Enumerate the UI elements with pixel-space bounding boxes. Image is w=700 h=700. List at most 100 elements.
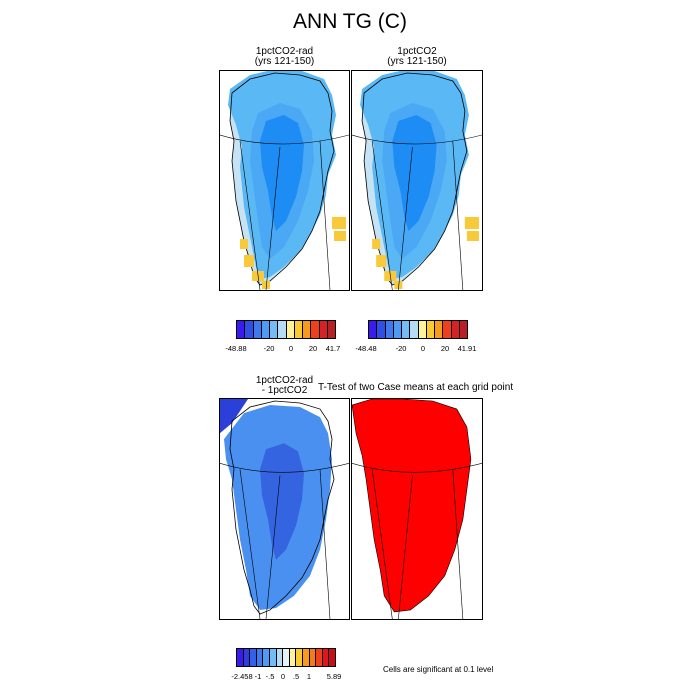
- meridian-line: [319, 140, 331, 290]
- meridian-line: [398, 146, 413, 290]
- colorbar-ctl: [368, 320, 468, 339]
- colorbar-rad-labels: -48.88 -20 0 20 41.7: [225, 344, 340, 354]
- colorbar-ctl-labels: -48.48 -20 0 20 41.91: [355, 344, 476, 354]
- colorbar-tick-label: 1: [306, 672, 312, 681]
- diff-deep-corner: [220, 399, 248, 434]
- warm-cell: [376, 255, 387, 267]
- meridian-line: [452, 469, 464, 619]
- panel-title-diff: 1pctCO2-rad - 1pctCO2: [219, 376, 350, 396]
- colorbar-swatch: [296, 649, 303, 666]
- colorbar-swatch: [443, 321, 452, 338]
- colorbar-swatch: [261, 321, 270, 338]
- colorbar-diff: [236, 648, 336, 667]
- colorbar-swatch: [309, 649, 317, 666]
- warm-cell: [240, 239, 248, 249]
- warm-cell: [244, 255, 254, 267]
- meridian-line: [319, 469, 331, 619]
- panel-title-ctl-line1: 1pctCO2: [397, 46, 437, 57]
- colorbar-swatch: [270, 321, 279, 338]
- panel-title-ctl-line2: (yrs 121-150): [387, 56, 447, 67]
- significance-note: Cells are significant at 0.1 level: [383, 665, 494, 674]
- graticule-diff: [220, 463, 349, 619]
- map-panel-ctl: [351, 70, 483, 291]
- panel-title-rad-line1: 1pctCO2-rad: [255, 46, 314, 57]
- colorbar-swatch: [377, 321, 386, 338]
- colorbar-swatch: [302, 649, 310, 666]
- colorbar-swatch: [250, 649, 257, 666]
- colorbar-swatch: [322, 649, 330, 666]
- colorbar-swatch: [303, 321, 312, 338]
- colorbar-swatch: [435, 321, 444, 338]
- colorbar-swatch: [311, 321, 320, 338]
- meridian-line: [398, 475, 413, 619]
- colorbar-swatch: [256, 649, 264, 666]
- graticule-ctl: [352, 134, 482, 290]
- warm-cell: [334, 231, 346, 241]
- greenland-field-rad: [228, 71, 336, 286]
- colorbar-swatch: [243, 649, 251, 666]
- meridian-line: [239, 140, 261, 290]
- panel-title-rad-line2: (yrs 121-150): [254, 56, 315, 67]
- coastline: [229, 72, 335, 286]
- colorbar-swatch: [269, 649, 277, 666]
- warm-cell: [262, 281, 270, 289]
- colorbar-swatch: [283, 649, 290, 666]
- colorbar-swatch: [237, 321, 246, 338]
- colorbar-tick-label: -2.458: [231, 672, 253, 681]
- map-ttest: [352, 399, 482, 619]
- colorbar-tick-label: -20: [263, 344, 275, 353]
- colorbar-swatch: [418, 321, 427, 338]
- colorbar-tick-label: -1: [254, 672, 262, 681]
- colorbar-tick-label: -48.48: [355, 344, 377, 353]
- meridian-line: [265, 146, 281, 290]
- map-panel-diff: [219, 398, 350, 620]
- colorbar-tick-label: -48.88: [225, 344, 247, 353]
- colorbar-tick-label: 41.7: [325, 344, 341, 353]
- latitude-line: [220, 463, 349, 473]
- coastline: [229, 400, 335, 615]
- colorbar-swatch: [393, 321, 402, 338]
- greenland-field-ctl: [360, 71, 469, 286]
- ttest-title: T-Test of two Case means at each grid po…: [318, 382, 514, 393]
- meridian-line: [452, 140, 464, 290]
- colorbar-tick-label: 0: [420, 344, 426, 353]
- colorbar-swatch: [276, 649, 284, 666]
- colorbar-tick-label: -20: [395, 344, 407, 353]
- colorbar-tick-label: 20: [440, 344, 450, 353]
- colorbar-diff-labels: -2.458 -1 -.5 0 .5 1 5.89: [231, 672, 341, 682]
- colorbar-swatch: [237, 649, 244, 666]
- colorbar-tick-label: .5: [292, 672, 300, 681]
- warm-cell: [394, 281, 403, 289]
- meridian-line: [239, 469, 261, 619]
- warm-cell: [372, 239, 381, 249]
- meridian-line: [371, 140, 393, 290]
- colorbar-tick-label: -.5: [265, 672, 275, 681]
- meridian-line: [265, 475, 281, 619]
- latitude-line: [352, 463, 482, 473]
- colorbar-swatch: [329, 649, 335, 666]
- meridian-line: [371, 469, 393, 619]
- colorbar-swatch: [245, 321, 254, 338]
- latitude-line: [220, 134, 349, 145]
- colorbar-swatch: [319, 321, 328, 338]
- colorbar-swatch: [294, 321, 303, 338]
- significant-region: [352, 399, 472, 613]
- colorbar-swatch: [278, 321, 287, 338]
- colorbar-tick-label: 0: [280, 672, 286, 681]
- colorbar-swatch: [286, 321, 295, 338]
- colorbar-swatch: [263, 649, 270, 666]
- panel-title-diff-line2: - 1pctCO2: [261, 385, 308, 396]
- panel-title-rad: 1pctCO2-rad (yrs 121-150): [219, 47, 350, 67]
- colorbar-swatch: [316, 649, 323, 666]
- panel-title-diff-line1: 1pctCO2-rad: [255, 375, 314, 386]
- coastline: [361, 72, 468, 286]
- colorbar-swatch: [451, 321, 460, 338]
- colorbar-swatch: [289, 649, 297, 666]
- map-ctl: [352, 71, 482, 290]
- graticule-ttest: [352, 463, 482, 619]
- colorbar-swatch: [385, 321, 394, 338]
- panel-title-ctl: 1pctCO2 (yrs 121-150): [351, 47, 483, 67]
- colorbar-tick-label: 41.91: [457, 344, 477, 353]
- warm-cell: [466, 231, 479, 241]
- colorbar-swatch: [402, 321, 411, 338]
